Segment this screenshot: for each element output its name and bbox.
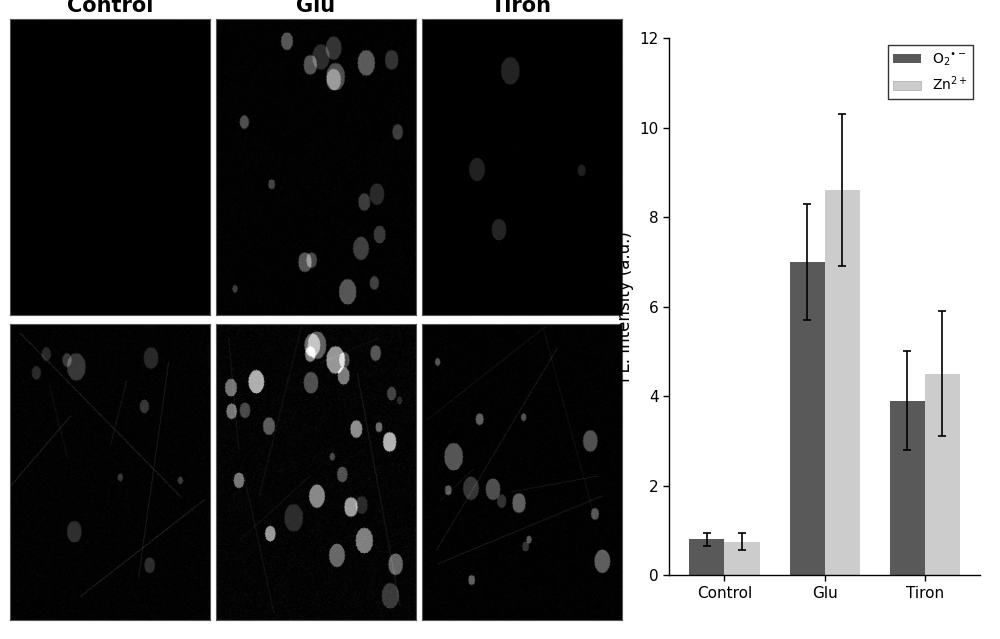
Bar (825, 190, 860, 575)
Y-axis label: FL. Intensity (a.u.): FL. Intensity (a.u.) (616, 231, 634, 382)
Bar (790, 262, 825, 575)
Title: Glu: Glu (296, 0, 335, 16)
Legend: O$_2$$^{\bullet-}$, Zn$^{2+}$: O$_2$$^{\bullet-}$, Zn$^{2+}$ (888, 45, 973, 99)
Bar (724, 541, 760, 575)
Bar (689, 539, 724, 575)
Bar (890, 401, 925, 575)
Bar (925, 374, 960, 575)
Title: Tiron: Tiron (491, 0, 552, 16)
Title: Control: Control (67, 0, 153, 16)
